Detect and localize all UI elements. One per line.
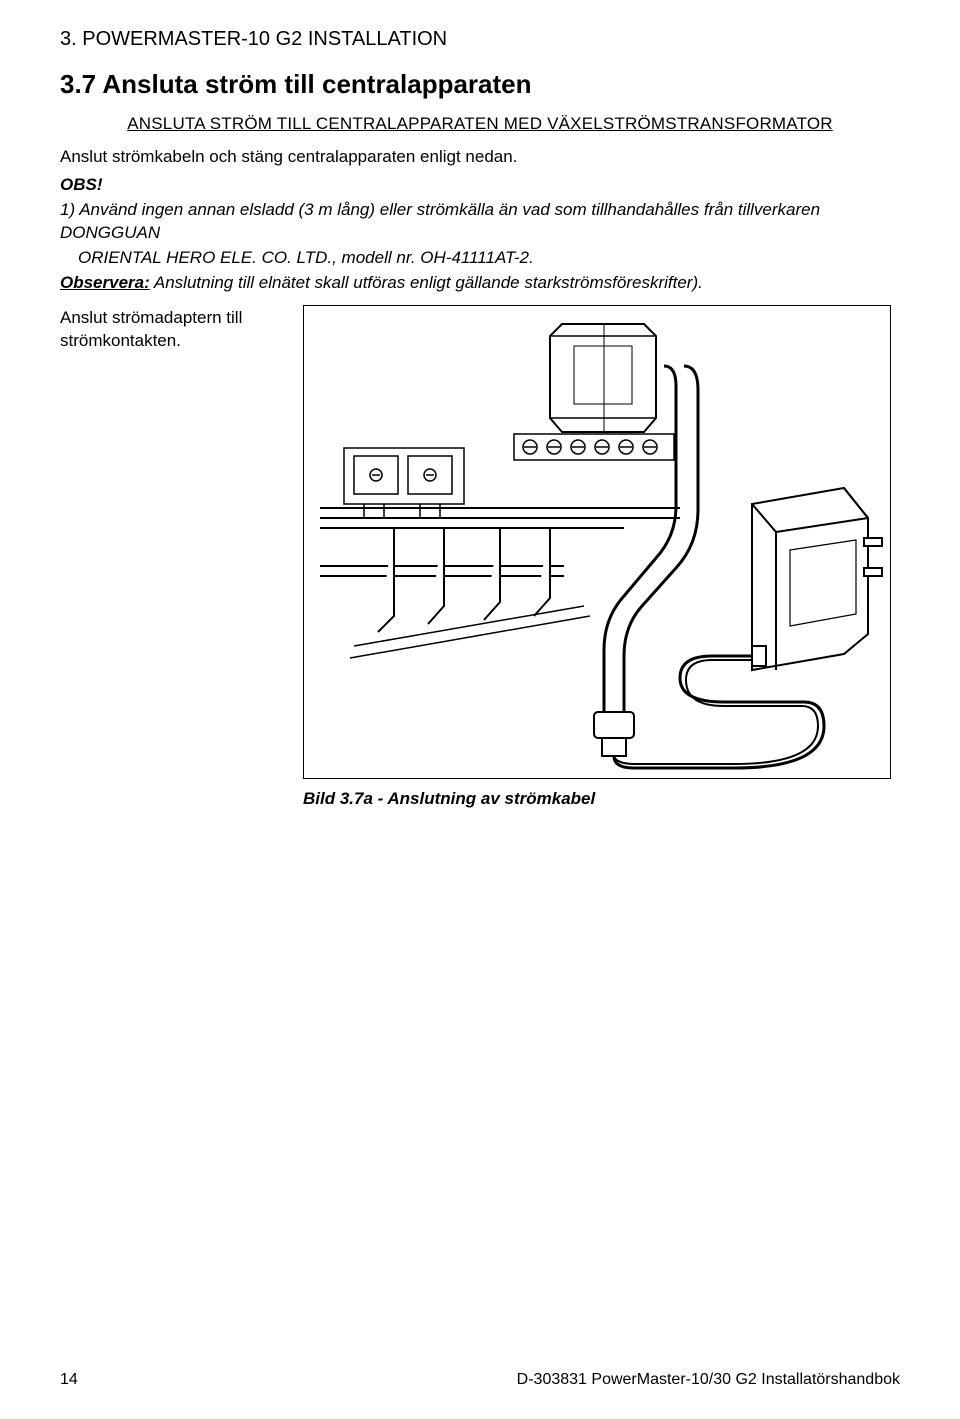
intro-text: Anslut strömkabeln och stäng centralappa… [60, 146, 900, 169]
content-row: Anslut strömadaptern till strömkontakten… [60, 305, 900, 779]
observe-text: Anslutning till elnätet skall utföras en… [150, 273, 703, 292]
observe-label: Observera: [60, 273, 150, 292]
page-number: 14 [60, 1371, 78, 1389]
page-footer: 14 D-303831 PowerMaster-10/30 G2 Install… [60, 1371, 900, 1389]
note-line-1: 1) Använd ingen annan elsladd (3 m lång)… [60, 199, 900, 245]
obs-label: OBS! [60, 175, 900, 195]
instruction-text: Anslut strömadaptern till strömkontakten… [60, 305, 295, 353]
figure-caption: Bild 3.7a - Anslutning av strömkabel [303, 789, 900, 809]
page-header: 3. POWERMASTER-10 G2 INSTALLATION [60, 28, 900, 51]
footer-doc-id: D-303831 PowerMaster-10/30 G2 Installatö… [517, 1371, 900, 1389]
section-subtitle: ANSLUTA STRÖM TILL CENTRALAPPARATEN MED … [60, 114, 900, 134]
note-line-2: ORIENTAL HERO ELE. CO. LTD., modell nr. … [60, 247, 900, 270]
figure-box [303, 305, 891, 779]
wiring-diagram-svg [304, 306, 892, 780]
section-heading: 3.7 Ansluta ström till centralapparaten [60, 69, 900, 100]
observe-line: Observera: Anslutning till elnätet skall… [60, 272, 900, 295]
